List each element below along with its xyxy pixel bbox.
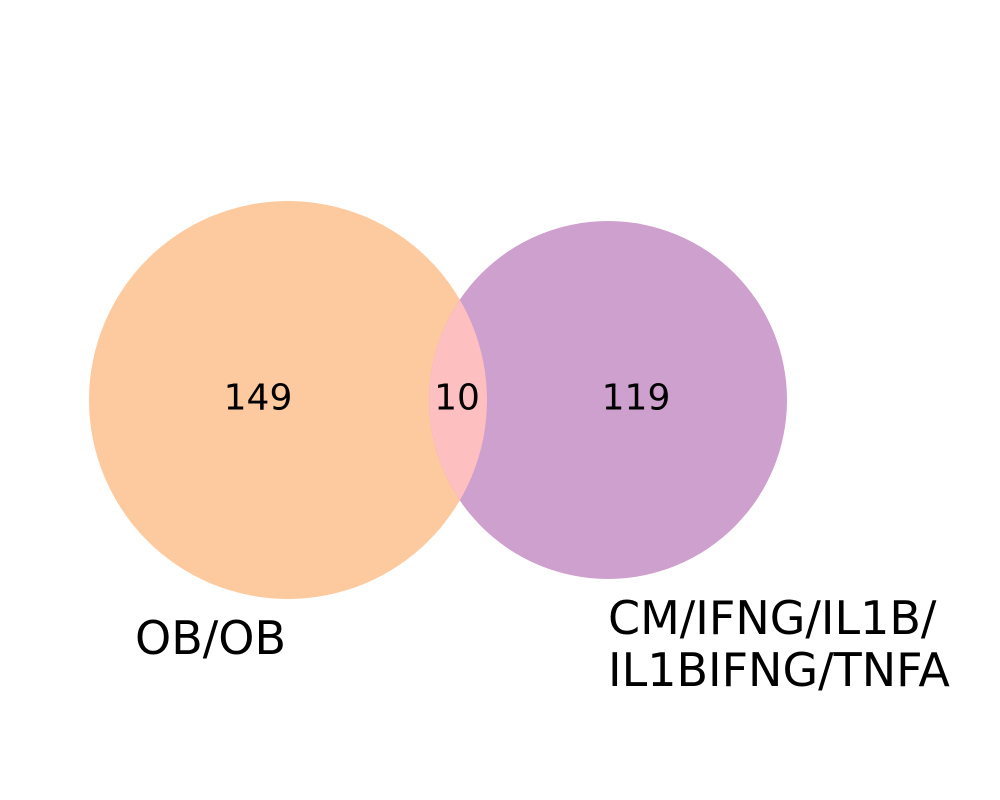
intersection-count: 10 bbox=[434, 378, 480, 419]
right-set-label-line-1: CM/IFNG/IL1B/ bbox=[608, 591, 937, 645]
right-set-label-line-2: IL1BIFNG/TNFA bbox=[608, 643, 950, 697]
left-only-count: 149 bbox=[224, 378, 293, 419]
right-only-count: 119 bbox=[602, 378, 671, 419]
set-circle-right bbox=[429, 221, 787, 579]
set-circle-left bbox=[89, 201, 487, 599]
left-set-label: OB/OB bbox=[135, 611, 286, 665]
